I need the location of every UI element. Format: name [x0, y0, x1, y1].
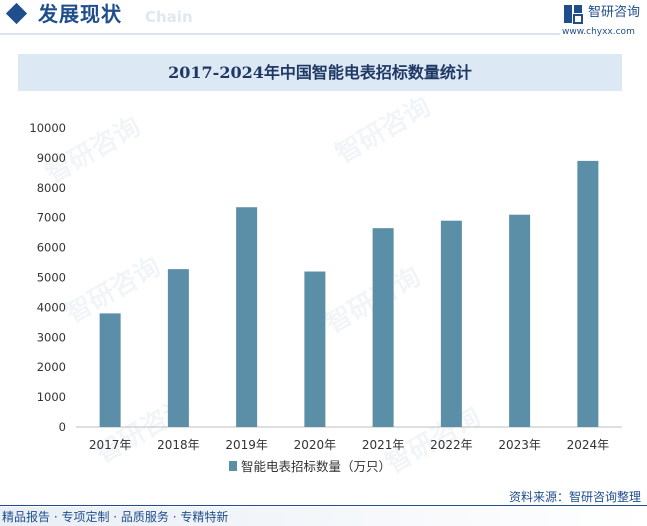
x-tick-label: 2024年 — [567, 438, 610, 452]
bar — [372, 228, 394, 427]
y-tick-label: 6000 — [37, 241, 66, 255]
x-tick-label: 2020年 — [294, 438, 337, 452]
chart-title: 2017-2024年中国智能电表招标数量统计 — [168, 63, 472, 82]
y-tick-label: 2000 — [37, 360, 66, 374]
y-tick-label: 3000 — [37, 330, 66, 344]
x-tick-label: 2022年 — [430, 438, 473, 452]
brand-url: www.chyxx.com — [562, 27, 635, 37]
y-tick-label: 10000 — [29, 121, 66, 135]
x-tick-label: 2019年 — [225, 438, 268, 452]
footer-bar — [0, 507, 647, 526]
bar — [440, 220, 462, 427]
bar — [99, 313, 121, 427]
y-tick-label: 9000 — [37, 151, 66, 165]
x-tick-label: 2023年 — [498, 438, 541, 452]
source-note: 资料来源：智研咨询整理 — [508, 490, 641, 504]
y-tick-label: 8000 — [37, 181, 66, 195]
y-tick-label: 0 — [59, 420, 66, 434]
header-divider — [0, 33, 560, 35]
y-tick-label: 5000 — [37, 271, 66, 285]
x-tick-label: 2018年 — [157, 438, 200, 452]
legend-label: 智能电表招标数量（万只） — [241, 459, 391, 474]
y-tick-label: 7000 — [37, 211, 66, 225]
chart-title-band: 2017-2024年中国智能电表招标数量统计 — [18, 54, 622, 91]
legend-swatch — [229, 461, 237, 471]
section-title: 发展现状 — [38, 2, 122, 26]
bar — [509, 214, 531, 427]
brand-logo-icon — [564, 5, 583, 24]
header: 发展现状 Chain 智研咨询 www.chyxx.com — [0, 0, 647, 40]
section-subtitle: Chain — [145, 8, 193, 26]
bar — [304, 271, 326, 427]
footer-tags: 精品报告 · 专项定制 · 品质服务 · 专精特新 — [2, 510, 229, 524]
y-tick-label: 4000 — [37, 300, 66, 314]
y-tick-label: 1000 — [37, 390, 66, 404]
footer-divider — [0, 505, 647, 506]
x-tick-label: 2017年 — [89, 438, 132, 452]
brand-name: 智研咨询 — [588, 5, 641, 20]
bar — [236, 207, 258, 427]
bar — [167, 269, 189, 427]
x-tick-label: 2021年 — [362, 438, 405, 452]
bar — [577, 160, 599, 427]
